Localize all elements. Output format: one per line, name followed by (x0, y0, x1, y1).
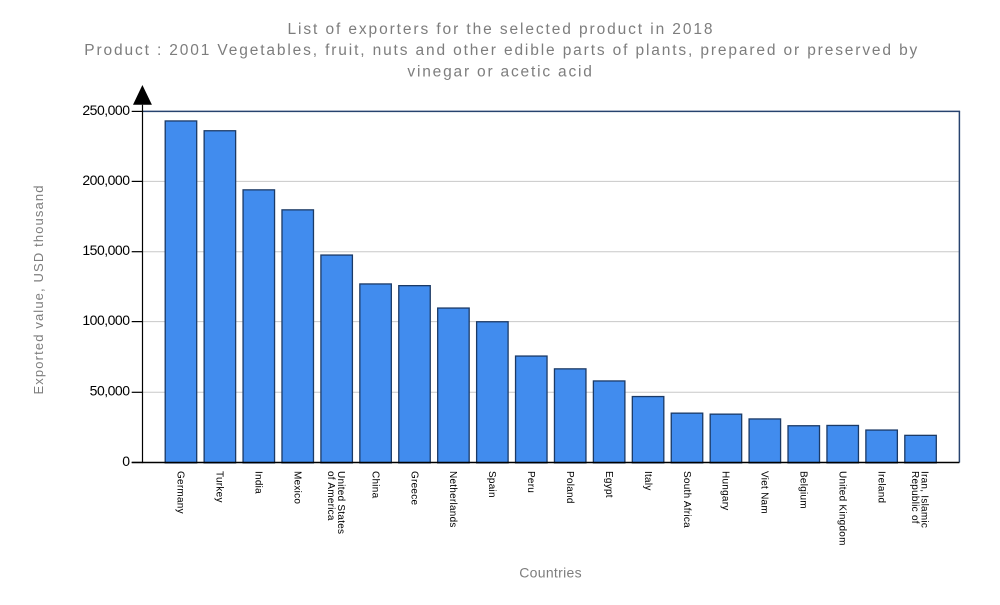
svg-text:Greece: Greece (408, 471, 419, 505)
svg-text:Turkey: Turkey (214, 471, 225, 503)
svg-text:Germany: Germany (175, 471, 186, 514)
svg-text:50,000: 50,000 (90, 383, 131, 399)
svg-text:0: 0 (122, 453, 130, 469)
svg-text:Spain: Spain (486, 471, 497, 498)
svg-text:Belgium: Belgium (798, 471, 809, 509)
svg-text:Iran, Islamic: Iran, Islamic (919, 471, 930, 528)
svg-text:250,000: 250,000 (82, 102, 130, 118)
svg-text:Netherlands: Netherlands (447, 471, 458, 528)
svg-text:Mexico: Mexico (292, 471, 303, 504)
svg-text:Republic of: Republic of (909, 471, 920, 524)
svg-text:Countries: Countries (519, 565, 581, 581)
svg-text:Ireland: Ireland (875, 471, 886, 503)
svg-text:Viet Nam: Viet Nam (759, 471, 770, 514)
svg-text:South Africa: South Africa (681, 471, 692, 528)
svg-text:Poland: Poland (564, 471, 575, 504)
svg-text:India: India (253, 471, 264, 494)
svg-text:Peru: Peru (525, 471, 536, 493)
svg-text:Egypt: Egypt (603, 471, 614, 498)
svg-text:100,000: 100,000 (82, 312, 130, 328)
svg-text:200,000: 200,000 (82, 172, 130, 188)
svg-text:150,000: 150,000 (82, 242, 130, 258)
svg-text:United Kingdom: United Kingdom (837, 471, 848, 546)
svg-text:Hungary: Hungary (720, 471, 731, 511)
svg-text:Exported value, USD thousand: Exported value, USD thousand (31, 186, 46, 395)
svg-text:United States: United States (335, 471, 346, 534)
svg-text:Italy: Italy (642, 471, 653, 491)
svg-text:of America: of America (325, 471, 336, 521)
svg-text:vinegar or acetic acid: vinegar or acetic acid (407, 63, 592, 80)
svg-text:China: China (369, 471, 380, 499)
svg-text:List of exporters for the sele: List of exporters for the selected produ… (288, 21, 713, 38)
